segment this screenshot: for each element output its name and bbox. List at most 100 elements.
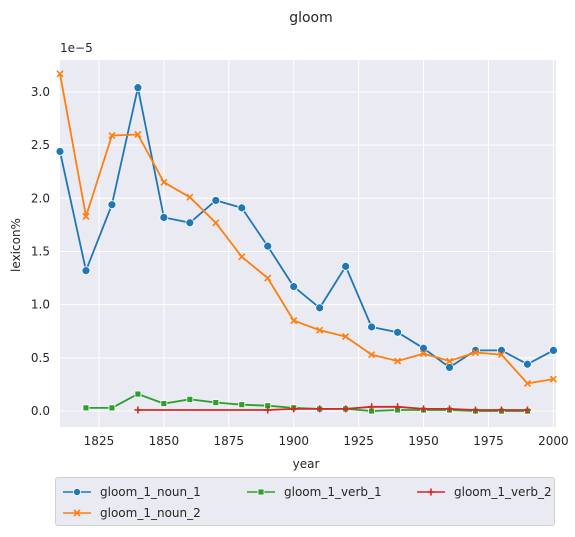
data-point (237, 203, 247, 213)
data-point (497, 351, 506, 359)
data-point (523, 406, 531, 414)
data-point (368, 403, 376, 411)
y-tick-label: 2.5 (31, 138, 50, 152)
data-point (523, 379, 532, 387)
y-tick-label: 0.5 (31, 351, 50, 365)
legend: gloom_1_noun_1 gloom_1_noun_2 gloom_1_ve… (55, 477, 555, 526)
legend-swatch-gloom-1-noun-2 (63, 509, 91, 517)
data-point (471, 406, 479, 414)
x-axis-label: year (293, 457, 320, 471)
legend-label: gloom_1_noun_1 (100, 485, 201, 499)
data-point (394, 357, 402, 365)
legend-swatch-gloom-1-noun-1 (63, 488, 91, 496)
data-point (212, 399, 220, 406)
data-point (159, 213, 169, 222)
data-point (133, 83, 143, 93)
data-point (212, 219, 220, 227)
data-point (549, 375, 557, 383)
data-point (290, 405, 298, 413)
data-point (289, 282, 299, 291)
y-tick-label: 1.5 (31, 244, 50, 258)
legend-swatch-gloom-1-verb-2 (417, 488, 445, 496)
data-point (264, 406, 272, 414)
x-tick-label: 1950 (408, 434, 439, 448)
data-point (290, 317, 298, 325)
chart-title: gloom (289, 10, 333, 26)
data-point (549, 346, 558, 355)
data-point (56, 70, 64, 78)
legend-item-gloom-1-noun-2: gloom_1_noun_2 (62, 506, 201, 520)
data-point (445, 363, 454, 372)
legend-item-gloom-1-noun-1: gloom_1_noun_1 (62, 485, 201, 499)
data-point (263, 241, 273, 251)
data-point (160, 400, 168, 407)
data-point (523, 359, 532, 369)
data-point (82, 404, 90, 412)
data-point (367, 322, 377, 332)
y-tick-label: 1.0 (31, 298, 50, 312)
data-point (186, 193, 194, 201)
data-point (445, 357, 454, 365)
data-point (393, 327, 402, 337)
data-point (82, 212, 90, 220)
legend-label: gloom_1_noun_2 (100, 506, 201, 520)
data-point (134, 406, 142, 414)
series-line (59, 73, 554, 385)
y-tick-label: 2.0 (31, 191, 50, 205)
data-point (497, 346, 506, 355)
y-axis-label: lexicon% (9, 218, 23, 272)
grid-lines (60, 60, 556, 427)
x-tick-label: 1875 (214, 434, 245, 448)
data-point (264, 274, 272, 282)
y-tick-label: 3.0 (31, 85, 50, 99)
data-point (316, 326, 324, 334)
data-point (238, 401, 246, 409)
data-point (134, 390, 142, 398)
data-point (316, 405, 324, 413)
series-layer (55, 70, 558, 415)
x-tick-label: 2000 (538, 434, 569, 448)
data-point (108, 131, 116, 140)
data-point (420, 405, 428, 413)
series-line (137, 405, 528, 411)
data-point (471, 348, 480, 357)
data-point (497, 406, 505, 414)
x-tick-labels: 1825 1850 1875 1900 1925 1950 1975 2000 (84, 434, 569, 448)
data-point (446, 405, 454, 413)
y-tick-label: 0.0 (31, 404, 50, 418)
y-tick-labels: 0.0 0.5 1.0 1.5 2.0 2.5 3.0 (31, 85, 50, 418)
series-gloom-1-noun-2 (56, 70, 557, 387)
legend-item-gloom-1-verb-1: gloom_1_verb_1 (246, 485, 382, 499)
x-tick-label: 1825 (84, 434, 115, 448)
legend-label: gloom_1_verb_1 (284, 485, 382, 499)
data-point (394, 403, 402, 411)
x-tick-label: 1900 (278, 434, 309, 448)
data-point (315, 303, 325, 313)
data-point (341, 261, 351, 271)
data-point (211, 196, 221, 205)
data-point (134, 130, 142, 139)
x-tick-label: 1850 (149, 434, 180, 448)
data-point (108, 404, 116, 412)
data-point (186, 395, 194, 403)
x-tick-label: 1975 (473, 434, 504, 448)
legend-label: gloom_1_verb_2 (454, 485, 552, 499)
x-tick-label: 1925 (343, 434, 374, 448)
data-point (342, 405, 350, 413)
data-point (238, 253, 246, 261)
data-point (368, 351, 376, 359)
legend-item-gloom-1-verb-2: gloom_1_verb_2 (416, 485, 552, 499)
data-point (55, 147, 65, 156)
data-point (160, 178, 168, 186)
series-gloom-1-verb-2 (134, 403, 531, 414)
data-point (419, 350, 428, 358)
legend-swatch-gloom-1-verb-1 (247, 488, 275, 496)
data-point (419, 343, 428, 353)
data-point (185, 218, 195, 228)
y-offset-label: 1e−5 (60, 41, 93, 55)
plot-background (60, 60, 556, 427)
data-point (81, 266, 91, 276)
data-point (107, 200, 117, 210)
data-point (342, 333, 350, 341)
